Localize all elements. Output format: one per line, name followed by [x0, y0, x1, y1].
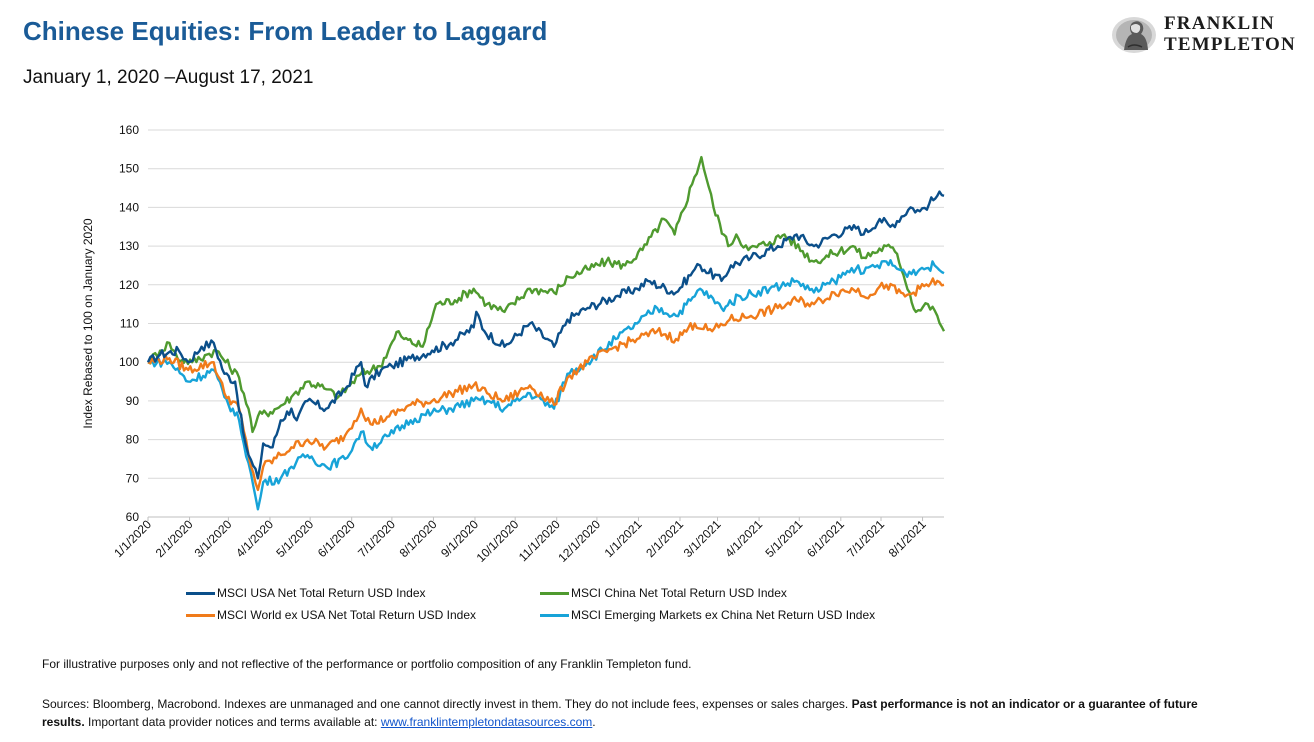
y-tick-label: 90: [126, 394, 140, 408]
sources-end: .: [592, 715, 596, 729]
line-chart: 60 70 80 90 100 110 120 130 140 150 160 1/1/20202/…: [81, 123, 946, 565]
sources-text: Sources: Bloomberg, Macrobond. Indexes a…: [42, 697, 852, 711]
x-tick-label: 5/1/2020: [273, 517, 316, 560]
x-tick-label: 11/1/2020: [516, 517, 563, 564]
series-line: [147, 277, 945, 492]
footnote: For illustrative purposes only and not r…: [42, 657, 692, 671]
x-tick-label: 3/1/2021: [681, 517, 724, 560]
legend-item: MSCI China Net Total Return USD Index: [540, 586, 787, 600]
x-tick-label: 8/1/2020: [397, 517, 440, 560]
legend-swatch: [186, 591, 215, 595]
y-tick-label: 110: [120, 317, 139, 331]
x-tick-label: 12/1/2020: [555, 517, 603, 565]
y-axis-label: Index Rebased to 100 on January 2020: [81, 218, 95, 428]
legend-label: MSCI China Net Total Return USD Index: [571, 586, 787, 600]
series-line: [147, 259, 945, 511]
logo-line-1: FRANKLIN: [1164, 13, 1275, 34]
x-axis-ticks: 1/1/20202/1/20203/1/20204/1/20205/1/2020…: [111, 517, 929, 565]
chart-legend: MSCI USA Net Total Return USD Index MSCI …: [186, 586, 946, 630]
legend-swatch: [540, 613, 569, 617]
chart-gridlines: [148, 129, 944, 479]
x-tick-label: 4/1/2020: [233, 517, 276, 560]
y-tick-label: 140: [119, 200, 139, 214]
legend-label: MSCI USA Net Total Return USD Index: [217, 586, 426, 600]
series-line: [147, 155, 946, 434]
y-tick-label: 80: [126, 433, 140, 447]
x-tick-label: 2/1/2021: [643, 517, 686, 560]
legend-label: MSCI Emerging Markets ex China Net Retur…: [571, 608, 876, 622]
y-tick-label: 160: [119, 123, 139, 137]
y-tick-label: 120: [119, 278, 139, 292]
legend-label: MSCI World ex USA Net Total Return USD I…: [217, 608, 476, 622]
legend-swatch: [186, 613, 215, 617]
y-tick-label: 100: [119, 355, 139, 369]
x-tick-label: 7/1/2021: [844, 517, 887, 560]
y-axis-ticks: 60 70 80 90 100 110 120 130 140 150 160: [119, 123, 139, 524]
series-line: [146, 190, 945, 480]
legend-item: MSCI World ex USA Net Total Return USD I…: [186, 608, 476, 622]
x-tick-label: 3/1/2020: [192, 517, 235, 560]
page-title: Chinese Equities: From Leader to Laggard: [23, 16, 548, 46]
y-tick-label: 60: [126, 510, 140, 524]
x-tick-label: 8/1/2021: [886, 517, 929, 560]
x-tick-label: 7/1/2020: [355, 517, 398, 560]
x-tick-label: 6/1/2021: [804, 517, 847, 560]
y-tick-label: 150: [119, 162, 139, 176]
y-tick-label: 130: [119, 239, 139, 253]
benjamin-franklin-portrait-icon: [1112, 17, 1156, 53]
page-subtitle: January 1, 2020 –August 17, 2021: [23, 67, 314, 88]
sources-tail: Important data provider notices and term…: [84, 715, 381, 729]
y-tick-label: 70: [126, 471, 140, 485]
logo-line-2: TEMPLETON: [1164, 34, 1296, 55]
x-tick-label: 2/1/2020: [153, 517, 196, 560]
data-sources-link[interactable]: www.franklintempletondatasources.com: [380, 715, 593, 729]
x-tick-label: 5/1/2021: [762, 517, 805, 560]
x-tick-label: 10/1/2020: [474, 517, 522, 565]
legend-item: MSCI USA Net Total Return USD Index: [186, 586, 426, 600]
legend-item: MSCI Emerging Markets ex China Net Retur…: [540, 608, 875, 622]
sources-disclaimer: Past performance is not an indicator or …: [42, 697, 1198, 729]
x-tick-label: 4/1/2021: [722, 517, 765, 560]
x-tick-label: 6/1/2020: [315, 517, 358, 560]
sources-note: Sources: Bloomberg, Macrobond. Indexes a…: [42, 695, 1242, 731]
x-tick-label: 1/1/2021: [602, 517, 645, 560]
franklin-templeton-logo: FRANKLIN TEMPLETON: [1110, 12, 1305, 56]
chart-series: [146, 155, 946, 511]
legend-swatch: [540, 591, 569, 595]
